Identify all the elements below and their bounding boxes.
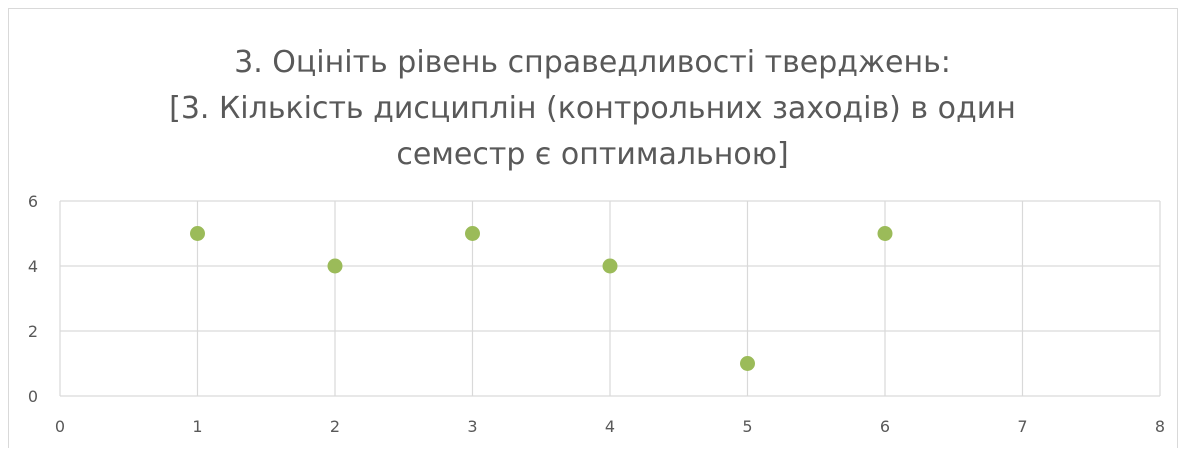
x-tick-label: 1 xyxy=(192,417,202,436)
y-tick-label: 0 xyxy=(28,387,38,406)
chart-title-line-3: семестр є оптимальною] xyxy=(396,137,789,172)
x-tick-label: 5 xyxy=(742,417,752,436)
x-tick-label: 3 xyxy=(467,417,477,436)
x-tick-label: 7 xyxy=(1017,417,1027,436)
y-axis-tick-labels: 0 2 4 6 xyxy=(28,192,38,406)
x-tick-label: 6 xyxy=(880,417,890,436)
x-axis-tick-labels: 0 1 2 3 4 5 6 7 8 xyxy=(55,417,1165,436)
x-tick-label: 2 xyxy=(330,417,340,436)
y-tick-label: 4 xyxy=(28,257,38,276)
y-tick-label: 6 xyxy=(28,192,38,211)
data-points xyxy=(190,226,893,371)
data-point xyxy=(190,226,205,241)
data-point xyxy=(602,258,618,274)
y-tick-label: 2 xyxy=(28,322,38,341)
data-point xyxy=(877,226,893,241)
x-tick-label: 8 xyxy=(1155,417,1165,436)
x-tick-label: 0 xyxy=(55,417,65,436)
vertical-gridlines xyxy=(59,201,1161,396)
data-point xyxy=(465,226,480,241)
chart-title-line-2: [3. Кількість дисциплін (контрольних зах… xyxy=(169,91,1016,126)
x-tick-label: 4 xyxy=(605,417,615,436)
chart-area xyxy=(8,8,1178,448)
data-point xyxy=(740,356,755,371)
chart-title: 3. Оцініть рівень справедливості твердже… xyxy=(0,40,1185,178)
chart-title-line-1: 3. Оцініть рівень справедливості твердже… xyxy=(234,45,951,80)
data-point xyxy=(327,258,343,274)
